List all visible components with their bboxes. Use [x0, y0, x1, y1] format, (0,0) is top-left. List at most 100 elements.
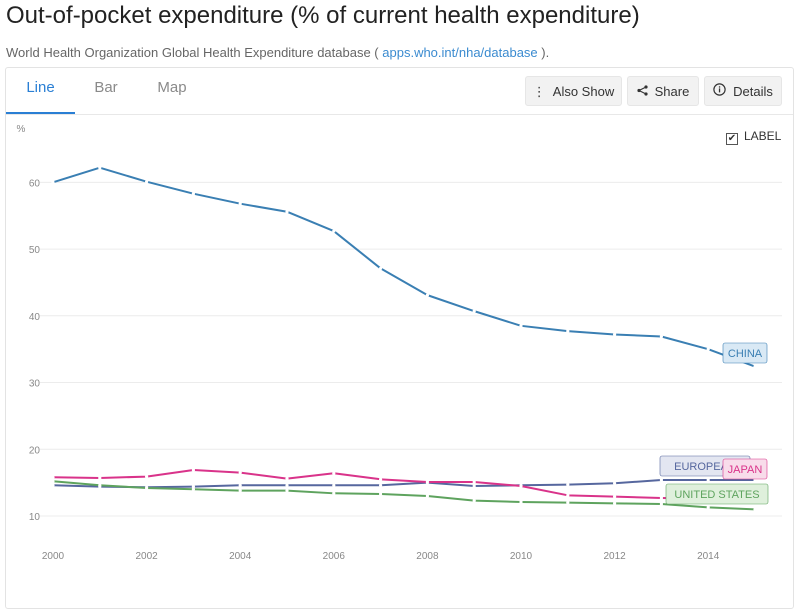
data-point — [566, 501, 570, 505]
data-point — [332, 229, 336, 233]
data-point — [753, 507, 757, 511]
x-tick-label: 2002 — [135, 551, 158, 562]
data-point — [659, 478, 664, 482]
data-point — [145, 475, 149, 479]
share-button[interactable]: Share — [627, 76, 699, 106]
data-point — [379, 266, 383, 271]
series-line — [52, 166, 756, 368]
data-point — [379, 477, 383, 481]
y-tick-label: 20 — [29, 445, 41, 456]
details-button[interactable]: Details — [704, 76, 782, 106]
y-tick-label: 60 — [29, 178, 41, 189]
data-point — [519, 484, 523, 488]
x-tick-label: 2012 — [603, 551, 626, 562]
data-point — [285, 483, 289, 487]
x-tick-label: 2014 — [697, 551, 720, 562]
data-point — [285, 489, 289, 493]
checkbox-icon[interactable]: ✔ — [726, 133, 738, 145]
also-show-label: Also Show — [552, 84, 615, 99]
series-label: CHINA — [728, 348, 763, 360]
x-tick-label: 2008 — [416, 551, 439, 562]
details-label: Details — [733, 84, 773, 99]
data-point — [425, 480, 429, 484]
data-point — [285, 477, 289, 481]
also-show-button[interactable]: ⋮ Also Show — [525, 76, 622, 106]
data-point — [238, 202, 242, 206]
y-tick-label: 40 — [29, 312, 41, 323]
data-point — [472, 309, 476, 313]
data-point — [519, 324, 523, 328]
data-point — [659, 502, 664, 506]
data-point — [51, 479, 55, 483]
data-point — [613, 481, 617, 485]
data-point — [613, 501, 617, 505]
y-tick-label: 10 — [29, 512, 41, 523]
page-title: Out-of-pocket expenditure (% of current … — [6, 2, 640, 29]
info-icon — [713, 77, 726, 107]
series-line — [52, 480, 756, 511]
data-point — [706, 505, 710, 509]
data-point — [191, 192, 195, 196]
label-toggle[interactable]: ✔ LABEL — [726, 129, 781, 145]
data-point — [519, 500, 523, 504]
x-tick-label: 2004 — [229, 551, 252, 562]
y-tick-label: 50 — [29, 245, 41, 256]
data-point — [566, 493, 570, 497]
series-label-box — [722, 342, 768, 364]
data-point — [238, 489, 242, 493]
data-point — [332, 491, 336, 495]
data-point — [566, 483, 570, 487]
data-point — [238, 471, 242, 475]
source-suffix: ). — [537, 45, 550, 60]
data-point — [613, 332, 617, 337]
data-point — [472, 499, 476, 503]
data-point — [566, 329, 570, 333]
data-point — [51, 483, 55, 487]
data-point — [98, 166, 102, 170]
series-label-box — [722, 458, 768, 480]
x-tick-label: 2010 — [510, 551, 533, 562]
y-tick-label: 30 — [29, 379, 41, 390]
data-point — [285, 210, 289, 214]
source-text: World Health Organization Global Health … — [6, 45, 383, 60]
series-label: EUROPEAN — [674, 461, 736, 473]
data-point — [98, 476, 102, 480]
tab-bar-chart[interactable]: Bar — [94, 79, 118, 96]
y-axis-label: % — [17, 124, 26, 135]
data-point — [51, 475, 55, 479]
data-point — [472, 484, 476, 488]
data-point — [706, 347, 710, 351]
data-point — [332, 483, 336, 487]
data-point — [332, 471, 336, 475]
data-point — [613, 495, 617, 499]
data-point — [472, 480, 476, 484]
data-point — [659, 334, 664, 339]
data-point — [659, 496, 664, 500]
data-point — [191, 468, 195, 472]
data-point — [191, 487, 195, 491]
series-label: UNITED STATES — [674, 489, 759, 501]
series-line — [52, 478, 755, 489]
data-point — [145, 486, 149, 490]
data-point — [379, 492, 383, 496]
tab-bar: Line Bar Map ⋮ Also Show Share Details — [6, 68, 793, 115]
series-label-box — [665, 483, 769, 505]
x-tick-label: 2006 — [323, 551, 346, 562]
label-toggle-text: LABEL — [744, 129, 782, 143]
data-point — [145, 180, 149, 184]
source-link[interactable]: apps.who.int/nha/database — [382, 45, 538, 60]
share-label: Share — [654, 84, 690, 99]
data-point — [379, 483, 383, 487]
data-point — [51, 180, 55, 184]
tab-map[interactable]: Map — [157, 79, 187, 96]
data-point — [98, 483, 102, 487]
tab-line[interactable]: Line — [6, 68, 75, 114]
data-point — [238, 483, 242, 487]
series-label: JAPAN — [728, 464, 763, 476]
data-point — [753, 364, 757, 369]
more-vertical-icon: ⋮ — [532, 84, 546, 99]
share-icon — [637, 77, 648, 107]
chart-panel: Line Bar Map ⋮ Also Show Share Details ✔ L… — [5, 67, 794, 609]
data-point — [425, 494, 429, 498]
data-point — [425, 293, 429, 297]
